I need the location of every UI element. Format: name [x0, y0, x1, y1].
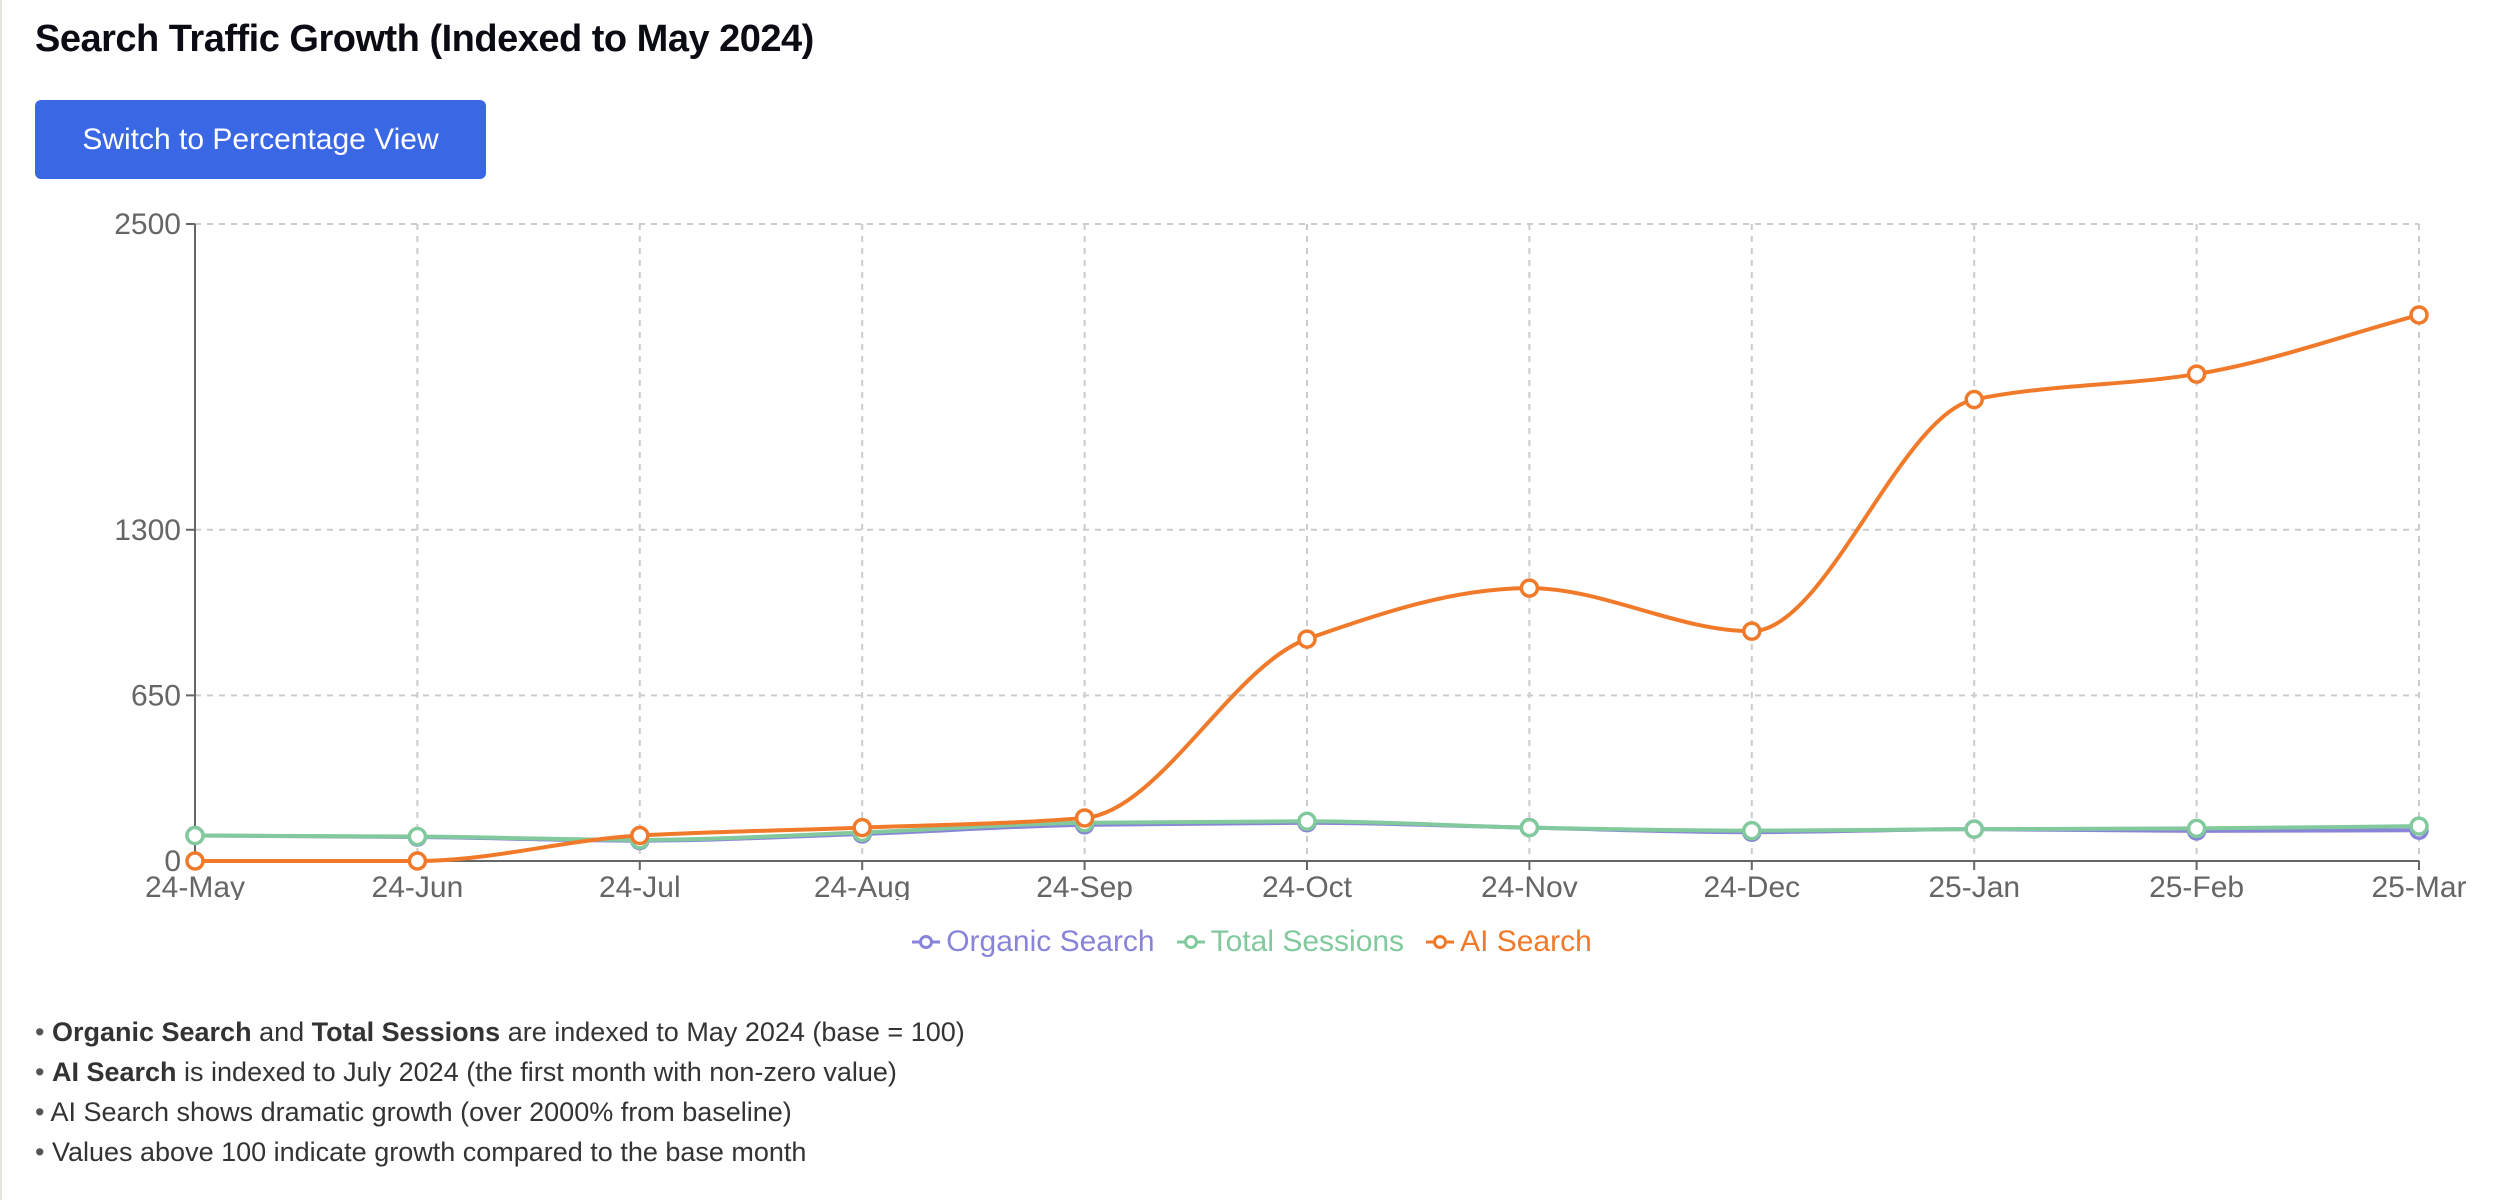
- switch-view-button[interactable]: Switch to Percentage View: [35, 100, 486, 179]
- chart-legend: Organic Search Total Sessions AI Search: [0, 925, 2504, 959]
- window-edge: [0, 0, 2, 1200]
- note-text: and: [251, 1017, 312, 1047]
- x-tick-label: 24-Sep: [1036, 871, 1133, 900]
- x-tick-label: 24-Dec: [1703, 871, 1800, 900]
- legend-label: Total Sessions: [1210, 925, 1405, 958]
- data-point-ai-search: [407, 851, 428, 871]
- data-point-ai-search: [630, 825, 650, 846]
- y-tick-label: 0: [164, 845, 181, 878]
- y-tick-label: 650: [131, 679, 181, 712]
- data-point-total-sessions: [1964, 819, 1984, 839]
- data-point-ai-search: [185, 851, 205, 871]
- note-text: is indexed to July 2024 (the first month…: [176, 1057, 897, 1087]
- legend-item[interactable]: Organic Search: [912, 925, 1155, 959]
- x-tick-label: 24-May: [145, 871, 245, 900]
- note-item: AI Search shows dramatic growth (over 20…: [35, 1092, 965, 1132]
- data-point-ai-search: [1964, 389, 1984, 410]
- note-text: AI Search shows dramatic growth (over 20…: [50, 1097, 792, 1127]
- legend-line-circle-icon: [1426, 935, 1455, 949]
- x-tick-label: 24-Jun: [372, 871, 464, 900]
- data-point-ai-search: [2186, 364, 2207, 384]
- chart-title: Search Traffic Growth (Indexed to May 20…: [35, 18, 814, 60]
- y-tick-label: 2500: [114, 208, 181, 241]
- note-text: Values above 100 indicate growth compare…: [51, 1137, 807, 1167]
- data-point-total-sessions: [2186, 818, 2207, 839]
- legend-line-circle-icon: [912, 935, 941, 949]
- note-text: are indexed to May 2024 (base = 100): [500, 1017, 965, 1047]
- note-bold: AI Search: [51, 1057, 177, 1087]
- legend-item[interactable]: AI Search: [1426, 925, 1592, 959]
- line-chart: 0 650 1300 2500 24-May 24-Jun 24-Jul 24-Aug 24-S…: [114, 208, 2466, 900]
- legend-line-circle-icon: [1176, 935, 1205, 949]
- data-point-total-sessions: [1742, 820, 1762, 841]
- note-bold: Total Sessions: [311, 1017, 501, 1047]
- x-tick-label: 24-Jul: [599, 871, 681, 900]
- x-tick-label: 24-Aug: [814, 871, 911, 900]
- y-tick-label: 1300: [114, 514, 181, 547]
- data-point-total-sessions: [1297, 811, 1317, 832]
- x-tick-label: 25-Feb: [2149, 871, 2244, 900]
- data-point-total-sessions: [1519, 817, 1540, 838]
- legend-item[interactable]: Total Sessions: [1176, 925, 1405, 959]
- legend-label: Organic Search: [946, 925, 1155, 958]
- data-point-total-sessions: [407, 826, 428, 847]
- note-bold: Organic Search: [51, 1017, 252, 1047]
- data-point-ai-search: [1297, 629, 1317, 649]
- note-item: Values above 100 indicate growth compare…: [35, 1132, 965, 1172]
- x-tick-label: 24-Nov: [1481, 871, 1578, 900]
- data-point-ai-search: [852, 817, 872, 838]
- data-point-ai-search: [2409, 305, 2429, 325]
- data-point-ai-search: [1519, 578, 1540, 598]
- note-item: Organic Search and Total Sessions are in…: [35, 1012, 965, 1052]
- data-point-ai-search: [1742, 621, 1762, 641]
- series-line-ai-search: [195, 313, 2420, 864]
- data-point-total-sessions: [185, 825, 205, 846]
- data-point-total-sessions: [2409, 816, 2429, 836]
- note-item: AI Search is indexed to July 2024 (the f…: [35, 1052, 965, 1092]
- legend-label: AI Search: [1460, 925, 1592, 958]
- x-tick-label: 25-Jan: [1928, 871, 2020, 900]
- x-tick-label: 25-Mar: [2371, 871, 2466, 900]
- data-point-ai-search: [1074, 808, 1095, 828]
- notes-list: Organic Search and Total Sessions are in…: [35, 1012, 965, 1172]
- x-tick-label: 24-Oct: [1262, 871, 1353, 900]
